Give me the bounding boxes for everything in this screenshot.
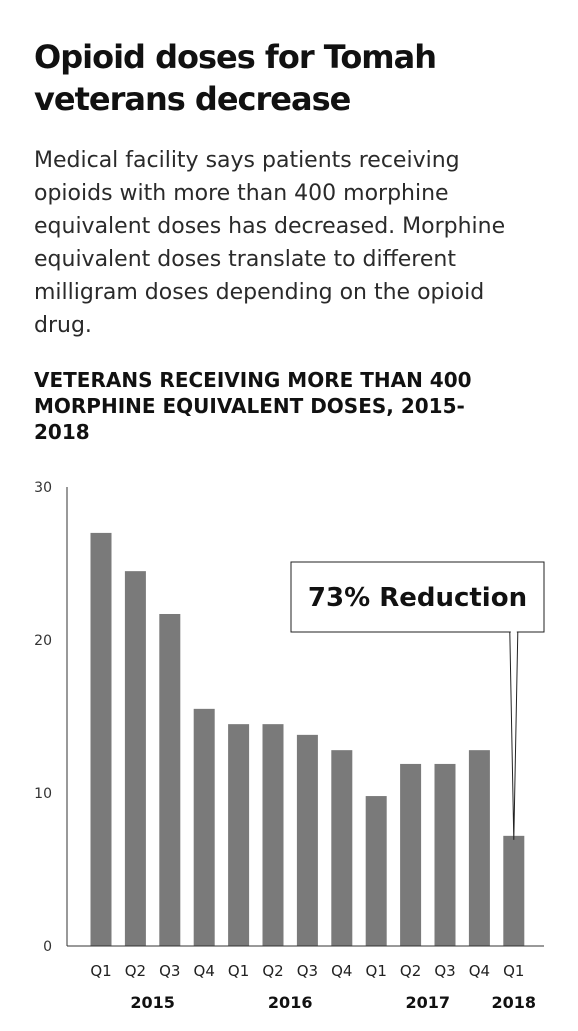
x-tick-label: Q2 [262, 962, 283, 980]
callout-pointer [509, 631, 519, 840]
bar [193, 708, 215, 946]
chart-title: VETERANS RECEIVING MORE THAN 400 MORPHIN… [34, 368, 472, 444]
bar [468, 750, 490, 946]
y-tick-label: 20 [34, 633, 52, 649]
bars [90, 532, 525, 946]
x-axis-labels: Q1 Q2 Q3 Q4 Q1 Q2 Q3 Q4 Q1 Q2 Q3 Q4 Q1 [90, 962, 524, 980]
callout-box [290, 561, 545, 633]
bar [296, 734, 318, 946]
x-tick-label: Q4 [194, 962, 215, 980]
headline: Opioid doses for Tomah veterans decrease [34, 38, 437, 118]
bar [400, 763, 422, 946]
x-tick-label: Q2 [400, 962, 421, 980]
bar [159, 613, 181, 946]
bar [434, 763, 456, 946]
x-tick-label: Q1 [90, 962, 111, 980]
x-tick-label: Q3 [434, 962, 455, 980]
bar [90, 532, 112, 946]
y-axis-ticks: 0 10 20 30 [34, 480, 52, 955]
x-tick-label: Q4 [331, 962, 352, 980]
year-label: 2016 [268, 993, 313, 1012]
y-tick-label: 30 [34, 480, 52, 496]
x-tick-label: Q2 [125, 962, 146, 980]
y-tick-label: 0 [43, 939, 52, 955]
bar [262, 724, 284, 946]
year-label: 2017 [406, 993, 451, 1012]
year-label: 2018 [492, 993, 537, 1012]
bar [124, 571, 146, 946]
x-tick-label: Q3 [297, 962, 318, 980]
year-labels: 2015 2016 2017 2018 [130, 993, 536, 1012]
y-tick-label: 10 [34, 786, 52, 802]
dek-text: Medical facility says patients receiving… [34, 148, 506, 338]
bar [365, 796, 387, 946]
bar [503, 835, 525, 946]
x-tick-label: Q1 [366, 962, 387, 980]
x-tick-label: Q1 [228, 962, 249, 980]
x-tick-label: Q3 [159, 962, 180, 980]
bar [228, 724, 250, 946]
year-label: 2015 [130, 993, 175, 1012]
bar [331, 750, 353, 946]
annotation: 73% Reduction [290, 561, 545, 840]
callout-label: 73% Reduction [308, 583, 527, 613]
x-tick-label: Q1 [503, 962, 524, 980]
x-tick-label: Q4 [469, 962, 490, 980]
